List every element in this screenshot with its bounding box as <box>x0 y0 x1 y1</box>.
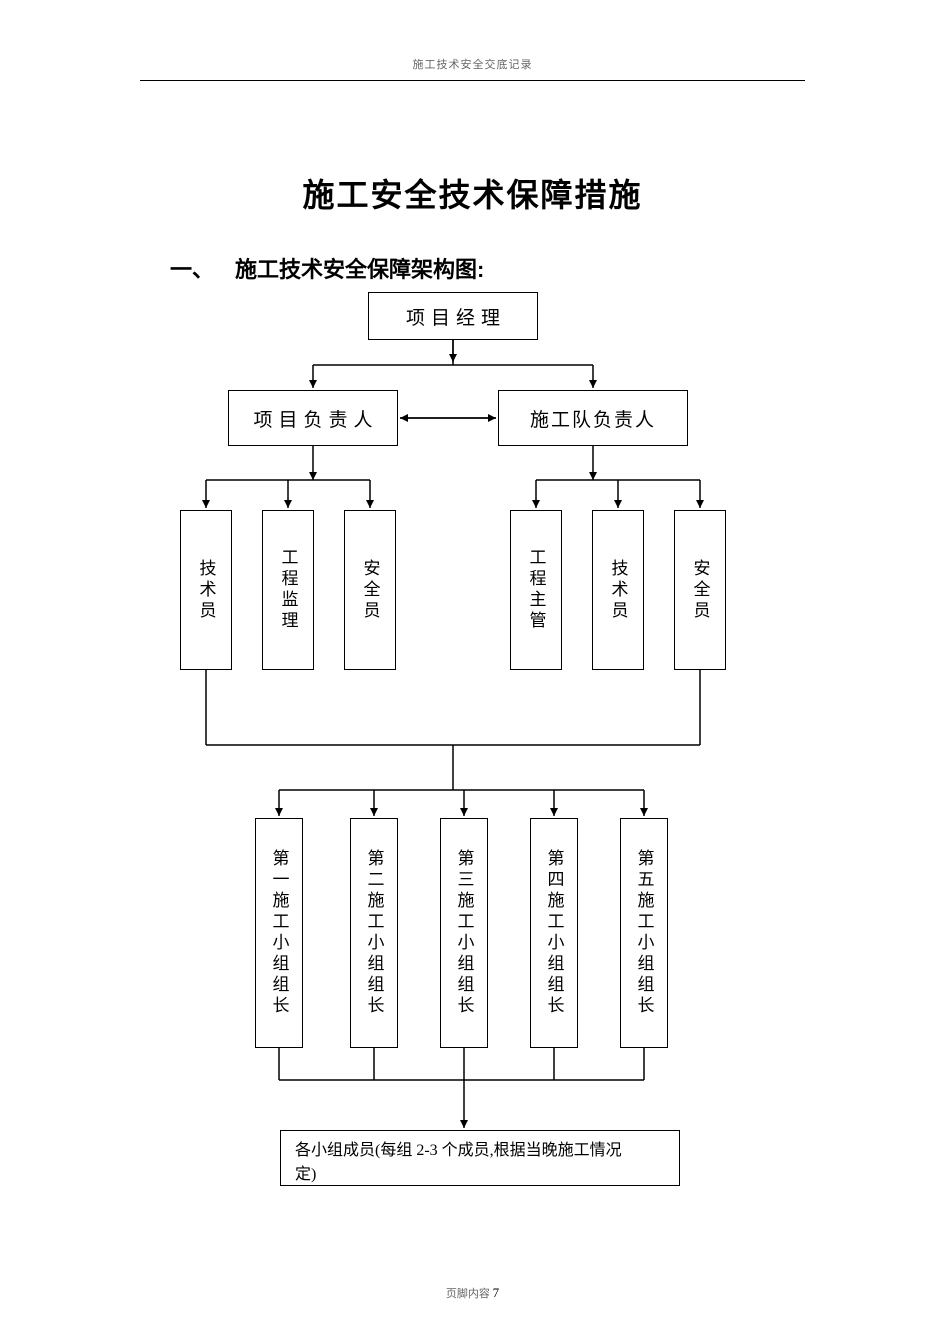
node-tech-staff-left: 技术员 <box>180 510 232 670</box>
node-group-3: 第三施工小组组长 <box>440 818 488 1048</box>
footer-label-text: 页脚内容 <box>446 1288 490 1300</box>
node-group-5: 第五施工小组组长 <box>620 818 668 1048</box>
page-header: 施工技术安全交底记录 <box>0 56 945 72</box>
node-members: 各小组成员(每组 2-3 个成员,根据当晚施工情况 定) <box>280 1130 680 1186</box>
node-team-lead: 施工队负责人 <box>498 390 688 446</box>
node-safety-right: 安全员 <box>674 510 726 670</box>
node-group-4: 第四施工小组组长 <box>530 818 578 1048</box>
node-group-1: 第一施工小组组长 <box>255 818 303 1048</box>
page-footer: 页脚内容 7 <box>0 1285 945 1301</box>
members-line1: 各小组成员(每组 2-3 个成员,根据当晚施工情况 <box>295 1142 622 1159</box>
node-tech-staff-right: 技术员 <box>592 510 644 670</box>
section-heading: 施工技术安全保障架构图: <box>235 252 484 284</box>
node-safety-left: 安全员 <box>344 510 396 670</box>
document-title: 施工安全技术保障措施 <box>0 170 945 216</box>
node-project-manager: 项目经理 <box>368 292 538 340</box>
members-line2: 定) <box>295 1166 316 1183</box>
node-eng-manager: 工程主管 <box>510 510 562 670</box>
node-supervisor: 工程监理 <box>262 510 314 670</box>
page: 施工技术安全交底记录 施工安全技术保障措施 一、 施工技术安全保障架构图: 项目… <box>0 0 945 1337</box>
section-number: 一、 <box>170 252 214 284</box>
node-group-2: 第二施工小组组长 <box>350 818 398 1048</box>
header-rule <box>140 80 805 81</box>
footer-page-number: 7 <box>493 1285 500 1300</box>
node-project-lead: 项目负责人 <box>228 390 398 446</box>
